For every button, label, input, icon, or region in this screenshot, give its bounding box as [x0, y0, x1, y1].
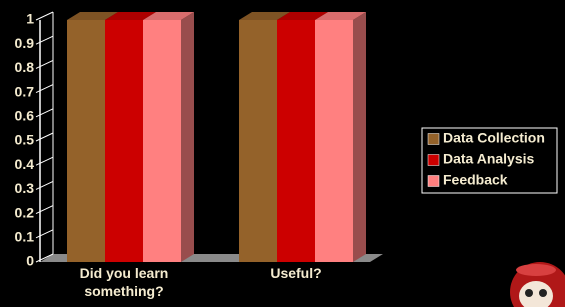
- legend-swatch: [428, 155, 439, 166]
- tick-mark: [36, 36, 53, 44]
- y-tick-label: 0.1: [15, 229, 35, 245]
- y-tick-label: 1: [26, 11, 34, 27]
- legend-label: Feedback: [443, 172, 508, 188]
- bar: [105, 20, 143, 262]
- legend-label: Data Collection: [443, 130, 545, 146]
- bar: [67, 20, 105, 262]
- tick-mark: [36, 230, 53, 238]
- tick-mark: [36, 206, 53, 214]
- tick-mark: [36, 12, 53, 20]
- tick-mark: [36, 157, 53, 165]
- bar: [315, 20, 353, 262]
- tick-mark: [36, 60, 53, 68]
- legend-label: Data Analysis: [443, 151, 535, 167]
- y-tick-label: 0.3: [15, 180, 35, 196]
- legend-swatch: [428, 176, 439, 187]
- bar-side: [353, 12, 366, 262]
- mascot: [510, 262, 565, 307]
- y-tick-label: 0: [26, 253, 34, 269]
- bar: [277, 20, 315, 262]
- y-tick-label: 0.9: [15, 35, 35, 51]
- bar: [239, 20, 277, 262]
- tick-mark: [36, 109, 53, 117]
- tick-mark: [36, 181, 53, 189]
- y-tick-label: 0.5: [15, 132, 35, 148]
- chart: 0 0.1 0.2 0.3 0.4 0.5 0.6 0.7 0.8 0.9 1 Data Collec…: [0, 0, 565, 307]
- x-tick-label: Useful?: [231, 264, 361, 282]
- tick-mark: [36, 133, 53, 141]
- y-tick-label: 0.6: [15, 108, 35, 124]
- y-tick-label: 0.2: [15, 204, 35, 220]
- bar-side: [181, 12, 194, 262]
- y-tick-label: 0.4: [15, 156, 35, 172]
- x-tick-label: Did you learn something?: [59, 264, 189, 300]
- tick-mark: [36, 85, 53, 93]
- y-tick-label: 0.8: [15, 59, 35, 75]
- legend-swatch: [428, 134, 439, 145]
- bar: [143, 20, 181, 262]
- screen: 0 0.1 0.2 0.3 0.4 0.5 0.6 0.7 0.8 0.9 1 Data Collec…: [0, 0, 565, 307]
- y-tick-label: 0.7: [15, 83, 35, 99]
